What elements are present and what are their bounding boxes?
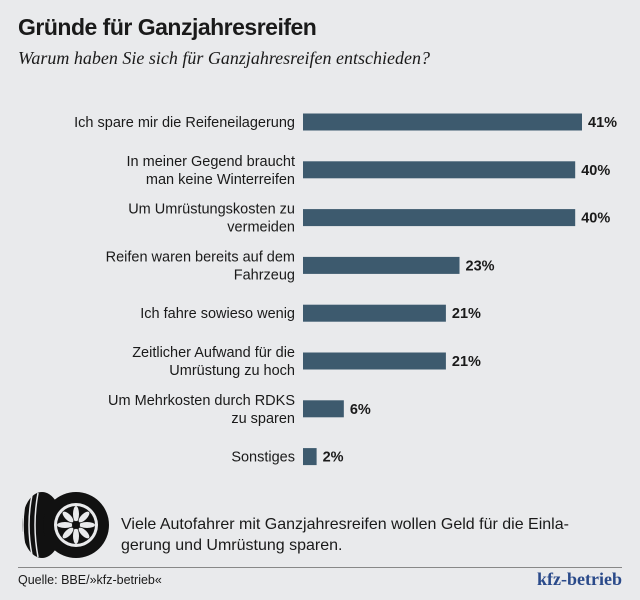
chart-title: Gründe für Ganzjahresreifen (18, 14, 317, 40)
value-label: 23% (466, 258, 495, 274)
category-label: Um Umrüstungskosten zu (128, 202, 295, 218)
footnote-text: Viele Autofahrer mit Ganzjahresreifen wo… (121, 516, 569, 554)
category-label: Umrüstung zu hoch (169, 363, 295, 379)
bar-chart: 41% Ich spare mir die Reifeneilagerung 40%… (74, 113, 617, 466)
bar (303, 448, 317, 466)
category-label: Reifen waren bereits auf dem (106, 249, 295, 265)
value-label: 2% (323, 450, 344, 466)
value-label: 41% (588, 115, 617, 131)
value-label: 6% (350, 402, 371, 418)
source-text: Quelle: BBE/»kfz-betrieb« (18, 573, 162, 587)
category-label: Zeitlicher Aufwand für die (132, 345, 295, 361)
chart-subtitle: Warum haben Sie sich für Ganzjahresreife… (18, 48, 430, 68)
category-label: man keine Winterreifen (146, 172, 295, 188)
value-label: 40% (581, 163, 610, 179)
category-label: Ich fahre sowieso wenig (140, 306, 295, 322)
bar (303, 400, 344, 418)
value-label: 21% (452, 306, 481, 322)
bar (303, 161, 576, 179)
category-label: Sonstiges (231, 450, 295, 466)
bar (303, 352, 446, 370)
value-label: 21% (452, 354, 481, 370)
divider (18, 567, 622, 568)
category-label: Um Mehrkosten durch RDKS (108, 393, 295, 409)
category-label: Fahrzeug (234, 267, 295, 283)
category-label: vermeiden (227, 220, 295, 236)
brand-logo: kfz-betrieb (537, 569, 622, 589)
category-label: In meiner Gegend braucht (127, 154, 295, 170)
category-label: zu sparen (231, 411, 295, 427)
bar (303, 304, 446, 322)
value-label: 40% (581, 211, 610, 227)
bar (303, 209, 576, 227)
category-label: Ich spare mir die Reifeneilagerung (74, 115, 295, 131)
bar (303, 256, 460, 274)
tires-icon (22, 492, 109, 558)
bar (303, 113, 582, 131)
